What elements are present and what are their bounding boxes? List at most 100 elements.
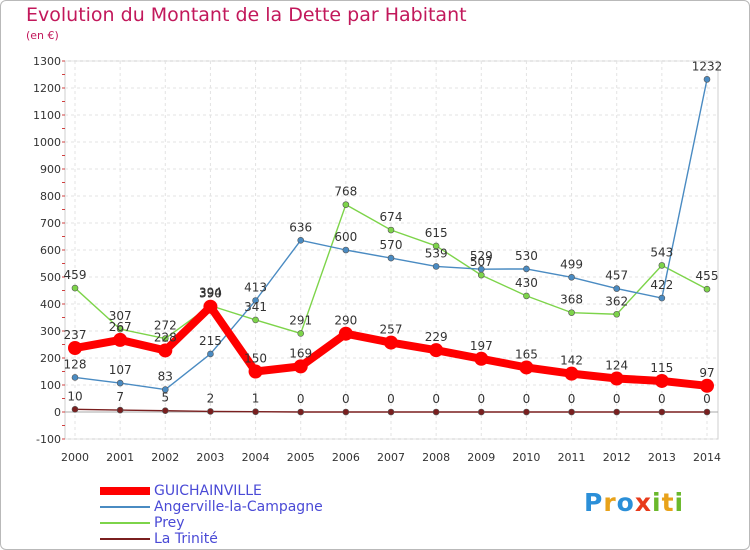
point-la-trinit-	[207, 408, 214, 415]
data-label-angerville-la-campagne: 422	[650, 278, 673, 292]
point-prey	[703, 285, 711, 293]
point-prey	[613, 310, 621, 318]
point-la-trinit-	[297, 408, 305, 416]
logo-letter: i	[652, 488, 662, 517]
x-tick-label: 2009	[467, 451, 495, 464]
logo-letter: x	[634, 488, 652, 517]
y-tick-label: 100	[40, 379, 61, 392]
data-label-la-trinit-: 0	[568, 392, 576, 406]
y-tick-label: 1300	[33, 55, 61, 68]
point-angerville-la-campagne	[342, 246, 350, 254]
y-tick-label: 700	[40, 217, 61, 230]
data-label-guichainville: 257	[380, 323, 403, 337]
y-tick-label: 300	[40, 325, 61, 338]
point-la-trinit-	[342, 408, 350, 416]
y-tick-label: 1100	[33, 109, 61, 122]
logo-letter: o	[616, 488, 635, 517]
x-tick-label: 2003	[196, 451, 224, 464]
point-prey	[297, 330, 305, 337]
axes: -100010020030040050060070080090010001100…	[33, 55, 721, 464]
point-prey	[252, 316, 259, 324]
point-angerville-la-campagne	[387, 254, 395, 262]
logo-letter: i	[674, 488, 685, 517]
x-tick-label: 2011	[558, 451, 586, 464]
data-label-guichainville: 124	[605, 359, 628, 373]
point-prey	[432, 242, 440, 250]
data-label-guichainville: 115	[650, 361, 673, 375]
point-prey	[568, 309, 575, 316]
point-guichainville	[654, 373, 669, 388]
legend-swatch	[100, 538, 150, 540]
point-angerville-la-campagne	[568, 273, 575, 281]
y-tick-label: 500	[40, 271, 61, 284]
data-label-guichainville: 197	[470, 339, 493, 353]
point-prey	[71, 284, 79, 292]
data-label-la-trinit-: 1	[252, 392, 260, 406]
point-angerville-la-campagne	[523, 265, 530, 273]
data-label-la-trinit-: 0	[387, 392, 395, 406]
x-tick-label: 2004	[242, 451, 270, 464]
grid	[64, 60, 719, 440]
point-guichainville	[113, 332, 128, 347]
point-angerville-la-campagne	[613, 285, 621, 292]
data-label-angerville-la-campagne: 529	[470, 249, 493, 263]
y-tick-label: 800	[40, 190, 61, 203]
data-label-angerville-la-campagne: 539	[425, 246, 448, 260]
point-la-trinit-	[71, 405, 79, 413]
y-tick-label: 600	[40, 244, 61, 257]
point-guichainville	[338, 326, 353, 341]
legend-label: La Trinité	[154, 531, 218, 547]
data-label-guichainville: 142	[560, 354, 583, 368]
point-la-trinit-	[387, 408, 395, 416]
point-guichainville	[248, 364, 263, 379]
data-label-angerville-la-campagne: 499	[560, 257, 583, 271]
data-label-la-trinit-: 0	[523, 392, 531, 406]
legend-label: Prey	[154, 515, 185, 531]
legend-swatch	[100, 487, 150, 495]
data-label-prey: 307	[109, 309, 132, 323]
data-label-la-trinit-: 0	[658, 392, 666, 406]
y-tick-label: -100	[36, 433, 61, 446]
chart-title: Evolution du Montant de la Dette par Hab…	[26, 4, 467, 26]
data-label-prey: 543	[650, 245, 673, 259]
point-angerville-la-campagne	[703, 76, 711, 83]
data-label-la-trinit-: 7	[116, 390, 124, 404]
point-la-trinit-	[116, 406, 124, 414]
data-label-prey: 459	[64, 268, 87, 282]
proxiti-logo: Proxiti	[584, 488, 684, 517]
y-tick-label: 900	[40, 163, 61, 176]
point-prey	[342, 201, 350, 208]
x-tick-label: 2008	[422, 451, 450, 464]
point-angerville-la-campagne	[477, 265, 485, 273]
data-label-angerville-la-campagne: 457	[605, 269, 628, 283]
point-la-trinit-	[161, 407, 169, 414]
x-tick-label: 2013	[648, 451, 676, 464]
x-tick-label: 2005	[287, 451, 315, 464]
y-tick-label: 1200	[33, 82, 61, 95]
point-la-trinit-	[477, 408, 485, 416]
data-label-angerville-la-campagne: 413	[244, 280, 267, 294]
point-angerville-la-campagne	[71, 374, 79, 381]
logo-letter: P	[584, 488, 604, 517]
logo-letter: r	[603, 488, 617, 517]
data-label-guichainville: 169	[289, 346, 312, 360]
legend-swatch	[100, 506, 150, 508]
data-label-angerville-la-campagne: 1232	[692, 59, 723, 73]
point-angerville-la-campagne	[297, 236, 305, 244]
point-la-trinit-	[432, 408, 440, 416]
point-la-trinit-	[252, 408, 259, 416]
x-tick-label: 2000	[61, 451, 89, 464]
chart-unit-label: (en €)	[26, 29, 59, 42]
x-tick-label: 2012	[603, 451, 631, 464]
data-label-angerville-la-campagne: 600	[334, 230, 357, 244]
data-label-prey: 291	[289, 313, 312, 327]
data-label-la-trinit-: 0	[432, 392, 440, 406]
point-angerville-la-campagne	[161, 386, 169, 393]
point-la-trinit-	[613, 408, 621, 416]
point-angerville-la-campagne	[432, 263, 440, 270]
data-label-angerville-la-campagne: 530	[515, 249, 538, 263]
point-angerville-la-campagne	[116, 379, 124, 387]
point-la-trinit-	[568, 408, 575, 416]
